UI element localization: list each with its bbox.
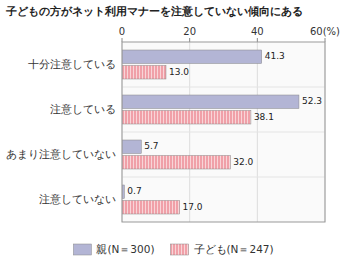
chart: 子どもの方がネット利用マナーを注意していない傾向にある十分注意している注意してい… (0, 0, 347, 271)
bar (122, 95, 299, 109)
legend-swatch (171, 244, 189, 255)
data-label: 0.7 (127, 186, 141, 196)
category-label: 十分注意している (28, 58, 116, 70)
tick-mark (122, 38, 123, 42)
plot-background (122, 42, 325, 222)
data-label: 38.1 (254, 112, 274, 122)
tick-label: 40 (251, 26, 264, 37)
data-label: 32.0 (233, 157, 253, 167)
legend-swatch (73, 244, 91, 255)
category-label: あまり注意していない (6, 148, 116, 160)
data-labels: 41.3 52.3 5.7 0.7 13.0 38.1 32.0 17.0 (127, 51, 322, 212)
bar (122, 66, 166, 80)
bar (122, 50, 262, 64)
data-label: 52.3 (302, 96, 322, 106)
bars (122, 50, 299, 214)
legend: 親(N＝300) 子ども(N＝247) (73, 243, 273, 255)
tick-mark (189, 38, 190, 42)
legend-label: 子ども(N＝247) (194, 243, 274, 255)
tick-mark (325, 38, 326, 42)
group-separator (122, 132, 325, 133)
title: 子どもの方がネット利用マナーを注意していない傾向にある (5, 5, 303, 18)
bar (122, 156, 230, 170)
bar (122, 140, 141, 154)
data-label: 5.7 (144, 141, 158, 151)
data-label: 41.3 (265, 51, 285, 61)
bar (122, 201, 180, 215)
category-label: 注意している (50, 103, 116, 115)
plot-frame (122, 42, 325, 222)
legend-label: 親(N＝300) (96, 243, 154, 255)
data-label: 17.0 (183, 202, 203, 212)
tick-mark (257, 38, 258, 42)
tick-label: 20 (183, 26, 196, 37)
bar (122, 111, 251, 125)
tick-label: 0 (119, 26, 125, 37)
group-separator (122, 177, 325, 178)
tick-label: 60(%) (310, 26, 340, 37)
group-separator (122, 87, 325, 88)
category-label: 注意していない (39, 193, 116, 205)
data-label: 13.0 (169, 67, 189, 77)
